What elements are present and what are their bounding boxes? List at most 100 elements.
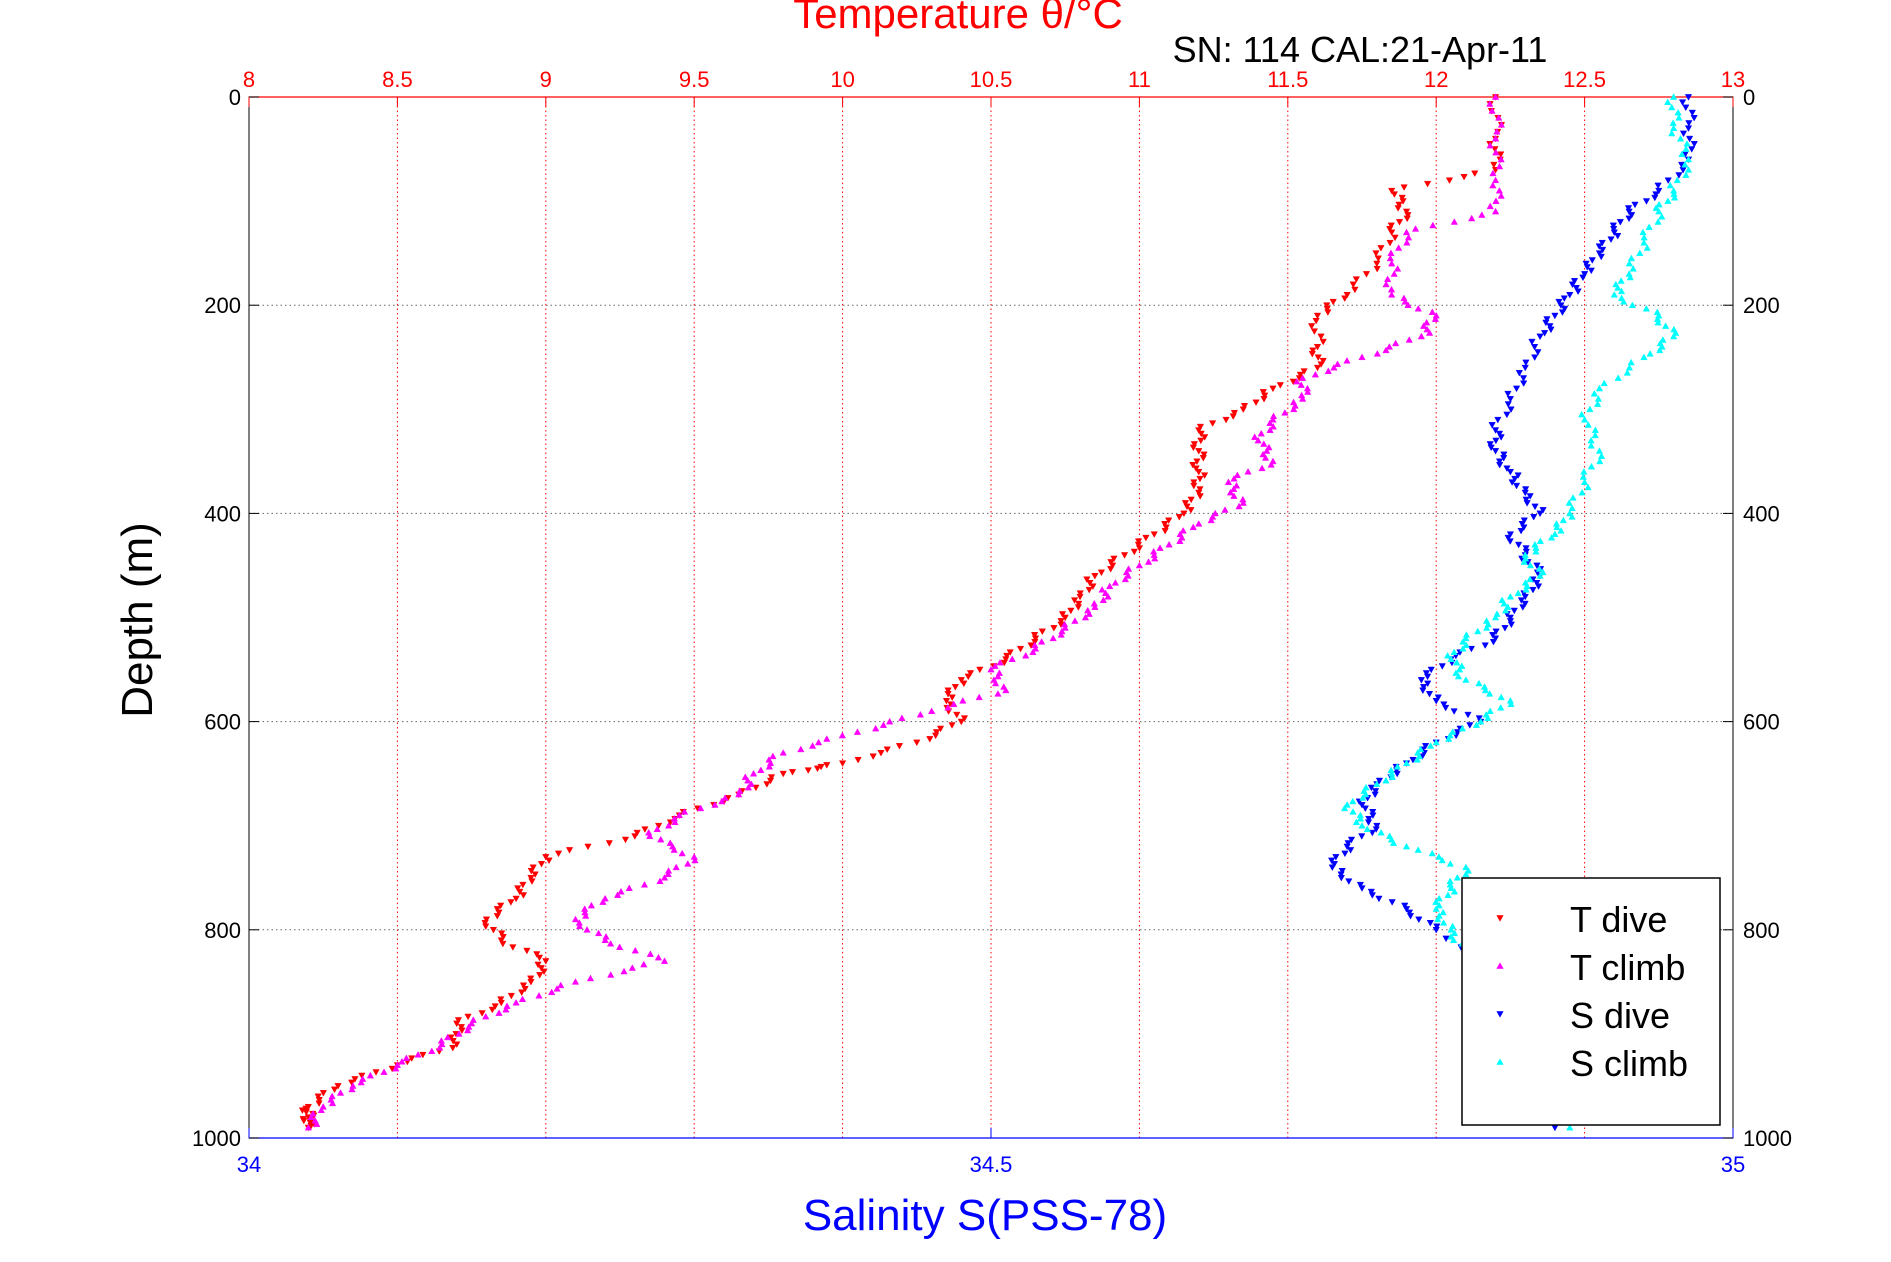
data-point <box>1413 756 1421 763</box>
data-point <box>1349 797 1357 805</box>
data-point <box>531 871 539 878</box>
data-point <box>1610 291 1618 298</box>
data-point <box>1685 120 1693 127</box>
data-point <box>315 1100 323 1108</box>
data-point <box>1551 530 1559 538</box>
data-point <box>1319 338 1327 346</box>
data-point <box>1417 332 1425 340</box>
data-point <box>1580 271 1589 278</box>
data-point <box>1156 544 1164 551</box>
data-point <box>1097 569 1106 577</box>
data-point <box>1624 205 1633 212</box>
data-point <box>348 1079 356 1087</box>
data-point <box>1610 229 1618 237</box>
data-point <box>1385 343 1394 350</box>
data-point <box>1493 127 1501 135</box>
data-point <box>1402 906 1411 913</box>
data-point <box>1269 415 1277 423</box>
data-point <box>1584 421 1592 428</box>
data-point <box>1497 434 1505 441</box>
data-point <box>1450 887 1459 895</box>
data-point <box>1495 186 1504 194</box>
data-point <box>1578 410 1586 418</box>
data-point <box>1422 318 1431 326</box>
axes-layer: 0 0 200 200 400 400 600 600 800 800 1000 1000 8 8.5 9 9… <box>192 67 1792 1177</box>
data-point <box>1627 358 1635 366</box>
data-point <box>1310 328 1319 335</box>
data-point <box>1367 784 1376 792</box>
data-point <box>960 680 968 688</box>
data-point <box>877 750 885 757</box>
y-tick-label-right: 600 <box>1743 710 1780 735</box>
data-point <box>1259 389 1267 396</box>
data-point <box>957 718 965 726</box>
data-point <box>1540 330 1549 337</box>
data-point <box>436 1044 444 1051</box>
data-point <box>1263 447 1271 454</box>
data-point <box>542 958 550 965</box>
data-point <box>1269 422 1277 430</box>
data-point <box>1503 465 1511 473</box>
data-point <box>1506 531 1515 538</box>
data-point <box>1266 419 1274 426</box>
data-point <box>1587 462 1596 470</box>
data-point <box>640 880 649 888</box>
data-point <box>1371 791 1379 799</box>
data-point <box>1197 430 1205 438</box>
data-point <box>1388 291 1396 298</box>
data-point <box>1405 909 1414 917</box>
data-point <box>1449 936 1458 944</box>
data-point <box>516 888 524 896</box>
data-point <box>1180 510 1188 518</box>
data-point <box>1364 819 1373 826</box>
data-point <box>1488 422 1496 429</box>
data-point <box>996 658 1004 666</box>
data-point <box>646 832 654 839</box>
data-point <box>1678 99 1687 106</box>
data-point <box>1290 405 1298 413</box>
data-point <box>300 1117 308 1125</box>
data-point <box>931 732 940 740</box>
data-point <box>1570 278 1579 285</box>
data-point <box>1313 344 1322 351</box>
data-point <box>1372 826 1380 833</box>
data-point <box>478 1010 486 1017</box>
data-point <box>1491 448 1500 455</box>
data-point <box>959 697 967 704</box>
data-point <box>1542 319 1550 327</box>
data-point <box>519 982 528 990</box>
data-point <box>942 697 951 705</box>
data-point <box>1623 369 1631 376</box>
data-point <box>1682 171 1690 178</box>
data-point <box>991 679 1000 687</box>
data-point <box>1642 198 1651 205</box>
data-point <box>1091 573 1099 580</box>
data-point <box>1387 285 1396 293</box>
data-point <box>1037 638 1046 645</box>
data-point <box>951 684 959 691</box>
data-point <box>1685 135 1694 143</box>
data-point <box>1382 776 1390 784</box>
data-point <box>1134 538 1143 545</box>
data-point <box>482 923 490 931</box>
data-point <box>616 943 624 950</box>
data-point <box>1517 597 1526 604</box>
data-point <box>1067 607 1075 615</box>
data-point <box>1655 200 1663 208</box>
data-point <box>1489 632 1497 639</box>
data-point <box>1307 323 1316 330</box>
data-point <box>628 964 636 971</box>
data-point <box>926 736 934 743</box>
data-point <box>1471 170 1479 178</box>
data-point <box>767 774 776 781</box>
data-point <box>1670 193 1679 201</box>
x-top-tick-label: 8 <box>243 67 255 92</box>
data-point <box>1317 333 1325 341</box>
data-point <box>1402 842 1411 850</box>
data-point <box>527 979 535 986</box>
data-point <box>1447 884 1455 891</box>
data-point <box>1481 686 1490 694</box>
legend-label: T dive <box>1570 899 1667 940</box>
data-point <box>1317 361 1325 368</box>
data-point <box>408 1055 416 1062</box>
